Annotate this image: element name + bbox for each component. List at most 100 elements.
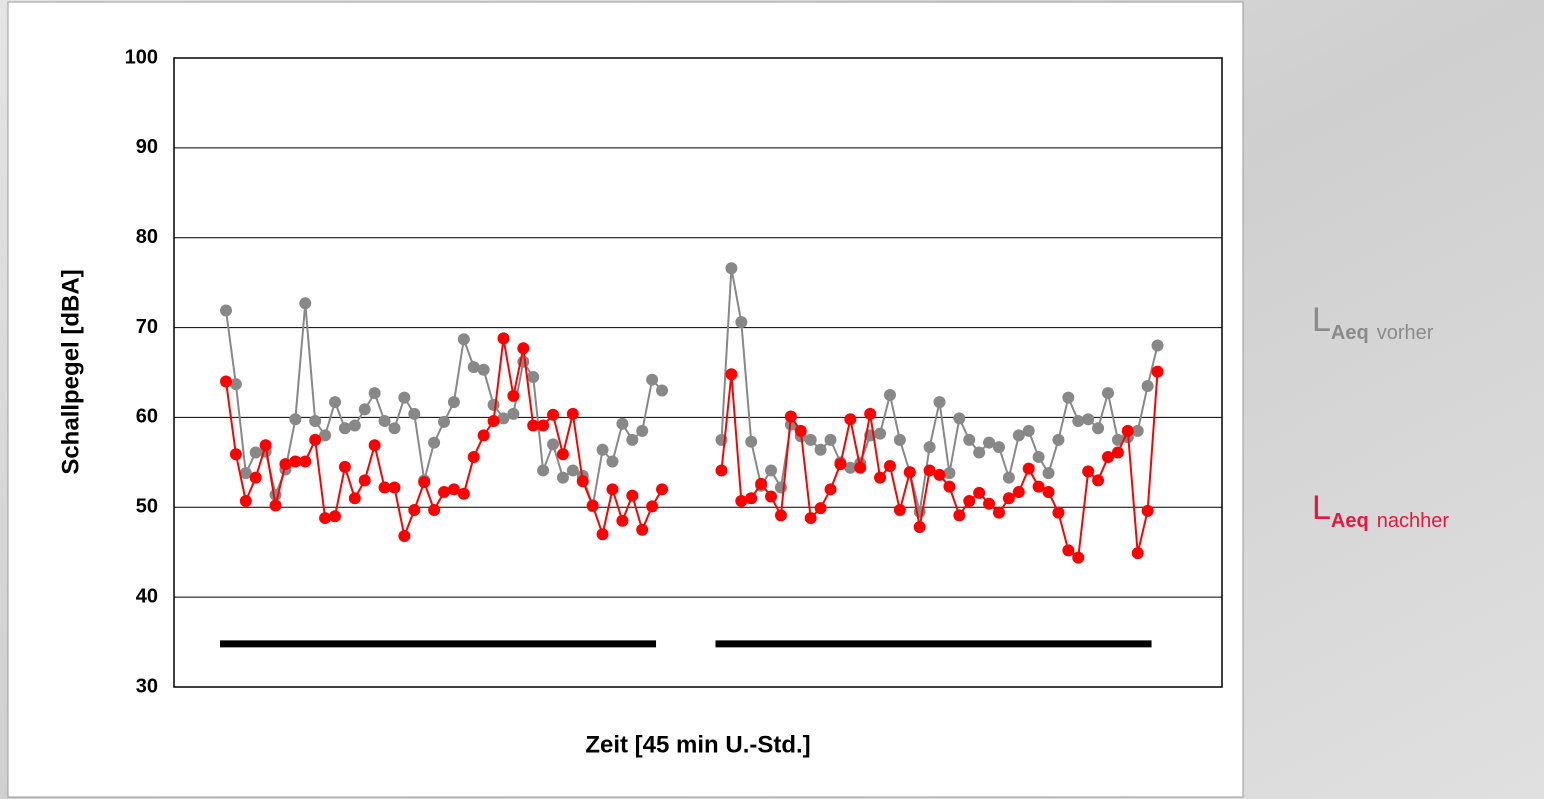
point	[834, 458, 847, 471]
point	[893, 433, 906, 446]
x-axis-title: Zeit [45 min U.-Std.]	[585, 731, 810, 758]
point	[547, 408, 560, 421]
point	[745, 435, 758, 448]
point	[1002, 492, 1015, 505]
point	[566, 464, 579, 477]
point	[933, 396, 946, 409]
point	[725, 368, 738, 381]
point	[814, 502, 827, 515]
point	[943, 480, 956, 493]
point	[755, 477, 768, 490]
point	[1062, 391, 1075, 404]
legend-symbol: L	[1312, 301, 1331, 339]
point	[398, 391, 411, 404]
point	[309, 415, 322, 428]
y-tick-label: 40	[136, 585, 158, 607]
point	[883, 388, 896, 401]
point	[487, 398, 500, 411]
point	[923, 441, 936, 454]
point	[735, 494, 748, 507]
point	[319, 429, 332, 442]
point	[794, 424, 807, 437]
point	[596, 528, 609, 541]
point	[566, 407, 579, 420]
point	[467, 450, 480, 463]
point	[616, 514, 629, 527]
y-tick-label: 60	[136, 406, 158, 428]
point	[992, 441, 1005, 454]
point	[1101, 387, 1114, 400]
point	[606, 483, 619, 496]
point	[636, 523, 649, 536]
point	[1012, 486, 1025, 499]
y-tick-label: 70	[136, 316, 158, 338]
point	[1092, 422, 1105, 435]
point	[457, 333, 470, 346]
point	[319, 512, 332, 525]
point	[358, 474, 371, 487]
point	[943, 467, 956, 480]
point	[646, 500, 659, 513]
point	[329, 510, 342, 523]
point	[348, 419, 361, 432]
point	[477, 429, 490, 442]
point	[497, 412, 510, 425]
point	[388, 422, 401, 435]
point	[438, 486, 451, 499]
point	[765, 490, 778, 503]
point	[1052, 506, 1065, 519]
point	[259, 439, 272, 452]
y-tick-label: 30	[136, 675, 158, 697]
point	[1151, 339, 1164, 352]
point	[883, 459, 896, 472]
point	[656, 483, 669, 496]
point	[348, 492, 361, 505]
point	[1032, 450, 1045, 463]
point	[289, 455, 302, 468]
point	[626, 433, 639, 446]
point	[309, 433, 322, 446]
point	[447, 396, 460, 409]
point	[438, 415, 451, 428]
point	[576, 475, 589, 488]
point	[874, 427, 887, 440]
legend-label: vorher	[1377, 322, 1434, 344]
point	[1101, 450, 1114, 463]
y-tick-label: 80	[136, 226, 158, 248]
point	[428, 436, 441, 449]
point	[586, 499, 599, 512]
point	[447, 483, 460, 496]
point	[527, 370, 540, 383]
point	[329, 396, 342, 409]
point	[824, 483, 837, 496]
point	[596, 443, 609, 456]
point	[1151, 365, 1164, 378]
point	[1131, 424, 1144, 437]
point	[537, 464, 550, 477]
point	[844, 461, 857, 474]
point	[378, 481, 391, 494]
point	[239, 467, 252, 480]
y-tick-label: 50	[136, 496, 158, 518]
point	[933, 468, 946, 481]
point	[388, 481, 401, 494]
point	[963, 494, 976, 507]
point	[507, 389, 520, 402]
point	[765, 464, 778, 477]
point	[398, 530, 411, 543]
point	[556, 448, 569, 461]
point	[428, 503, 441, 516]
point	[279, 458, 292, 471]
point	[1032, 480, 1045, 493]
point	[844, 413, 857, 426]
point	[983, 497, 996, 510]
point	[378, 415, 391, 428]
point	[854, 461, 867, 474]
point	[467, 361, 480, 374]
point	[408, 407, 421, 420]
point	[1141, 379, 1154, 392]
legend-subscript: Aeq	[1331, 322, 1369, 344]
point	[973, 486, 986, 499]
